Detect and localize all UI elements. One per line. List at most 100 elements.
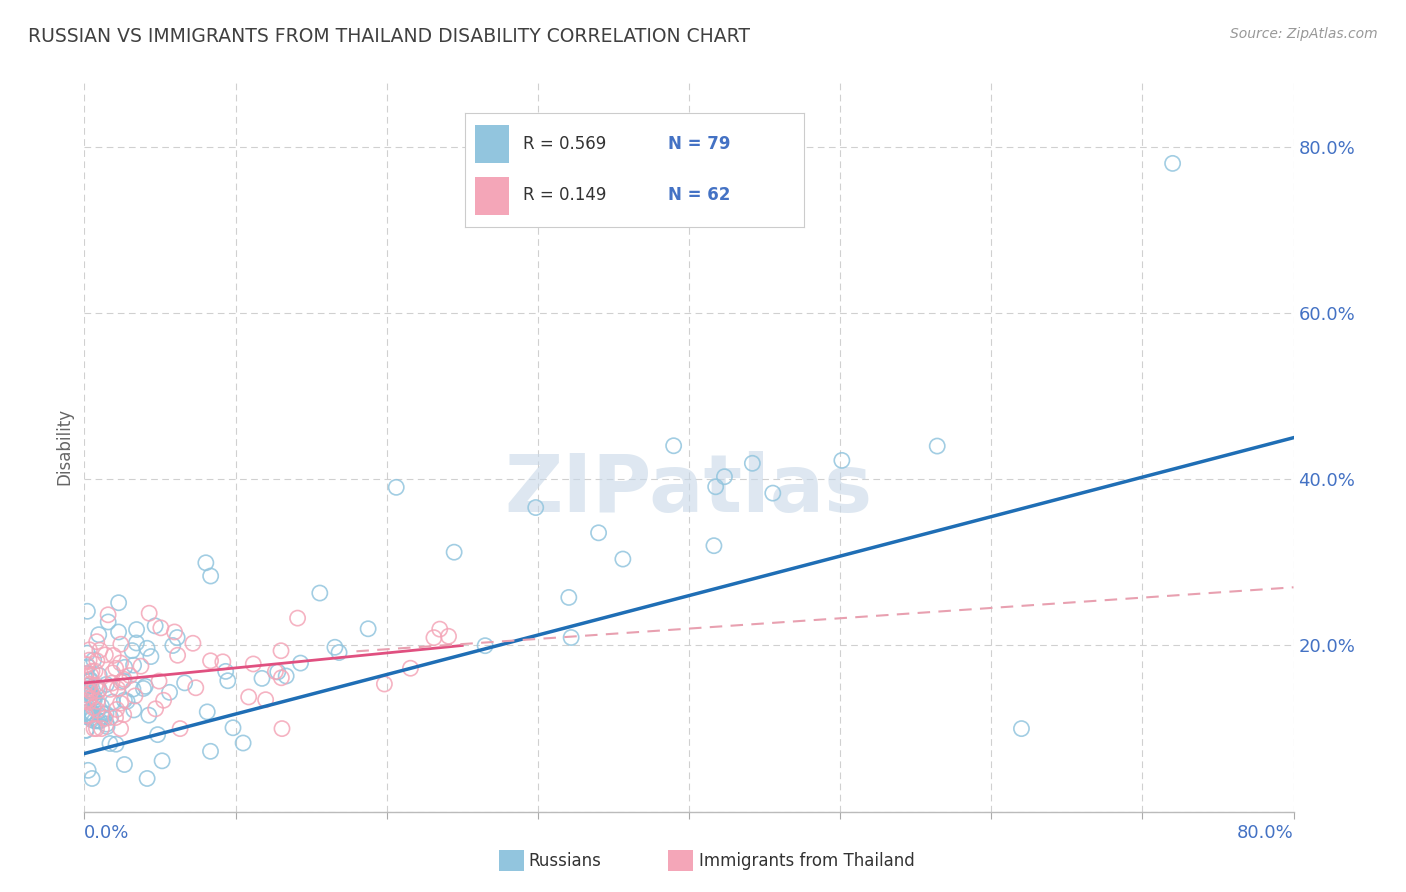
Point — [76, 659, 98, 673]
Text: RUSSIAN VS IMMIGRANTS FROM THAILAND DISABILITY CORRELATION CHART: RUSSIAN VS IMMIGRANTS FROM THAILAND DISA… — [28, 27, 751, 45]
Point — [238, 690, 260, 704]
Point — [112, 693, 135, 707]
Point — [741, 456, 763, 470]
Point — [89, 714, 111, 728]
Y-axis label: Disability: Disability — [55, 408, 73, 484]
Point — [159, 685, 181, 699]
Point — [89, 682, 111, 697]
Point — [264, 665, 287, 679]
Point — [75, 706, 97, 720]
Point — [82, 691, 104, 706]
Point — [270, 671, 292, 685]
Point — [132, 681, 155, 696]
Point — [97, 615, 120, 629]
Point — [148, 674, 170, 689]
Point — [82, 700, 104, 714]
Point — [103, 648, 125, 663]
Point — [215, 665, 238, 679]
Point — [560, 631, 582, 645]
Point — [588, 525, 610, 540]
Point — [104, 710, 127, 724]
Point — [612, 552, 634, 566]
Point — [97, 607, 120, 622]
Point — [149, 621, 172, 635]
Point — [89, 643, 111, 657]
Point — [831, 453, 853, 467]
Point — [80, 706, 103, 720]
Point — [110, 696, 132, 710]
Point — [163, 624, 186, 639]
Point — [184, 681, 207, 695]
Point — [1161, 156, 1184, 170]
Point — [443, 545, 465, 559]
Point — [93, 711, 115, 725]
Point — [101, 695, 124, 709]
Point — [89, 668, 111, 682]
Point — [75, 688, 97, 702]
Point — [76, 646, 98, 660]
Point — [242, 657, 264, 671]
Point — [173, 676, 195, 690]
Point — [75, 709, 97, 723]
Point — [138, 606, 160, 620]
Point — [211, 655, 233, 669]
Point — [195, 705, 218, 719]
Point — [77, 689, 100, 703]
Point — [270, 644, 292, 658]
Point — [112, 707, 135, 722]
Point — [80, 686, 103, 700]
Point — [90, 709, 112, 723]
Point — [181, 636, 204, 650]
Point — [79, 673, 101, 687]
Point — [101, 676, 124, 690]
Point — [524, 500, 547, 515]
Point — [80, 706, 103, 721]
Point — [437, 629, 460, 643]
Point — [162, 639, 184, 653]
Point — [83, 693, 105, 707]
Point — [91, 706, 114, 721]
Point — [80, 710, 103, 724]
Point — [90, 722, 112, 736]
Point — [80, 713, 103, 727]
Point — [80, 772, 103, 786]
Point — [290, 656, 312, 670]
Point — [87, 628, 110, 642]
Point — [110, 656, 132, 670]
Point — [662, 439, 685, 453]
Text: Source: ZipAtlas.com: Source: ZipAtlas.com — [1230, 27, 1378, 41]
Point — [222, 721, 245, 735]
Point — [150, 754, 173, 768]
Point — [80, 708, 103, 723]
Point — [118, 668, 141, 682]
Point — [96, 719, 118, 733]
Point — [328, 646, 350, 660]
Point — [75, 666, 97, 681]
Point — [75, 723, 97, 738]
Point — [169, 722, 191, 736]
Point — [76, 604, 98, 618]
Point — [77, 764, 100, 778]
Point — [308, 586, 330, 600]
Point — [76, 679, 98, 693]
Point — [86, 634, 108, 648]
Point — [83, 722, 105, 736]
Point — [107, 681, 129, 696]
Point — [76, 657, 98, 672]
Point — [145, 702, 167, 716]
Point — [107, 625, 129, 640]
Point — [105, 702, 128, 716]
Point — [77, 653, 100, 667]
Point — [323, 640, 346, 655]
Point — [423, 631, 446, 645]
Point — [166, 648, 188, 663]
Point — [112, 673, 135, 688]
Point — [94, 706, 117, 721]
Point — [217, 673, 239, 688]
Point — [107, 596, 129, 610]
Point — [79, 673, 101, 688]
Point — [125, 636, 148, 650]
Point — [98, 737, 121, 751]
Point — [136, 772, 159, 786]
Point — [79, 683, 101, 698]
